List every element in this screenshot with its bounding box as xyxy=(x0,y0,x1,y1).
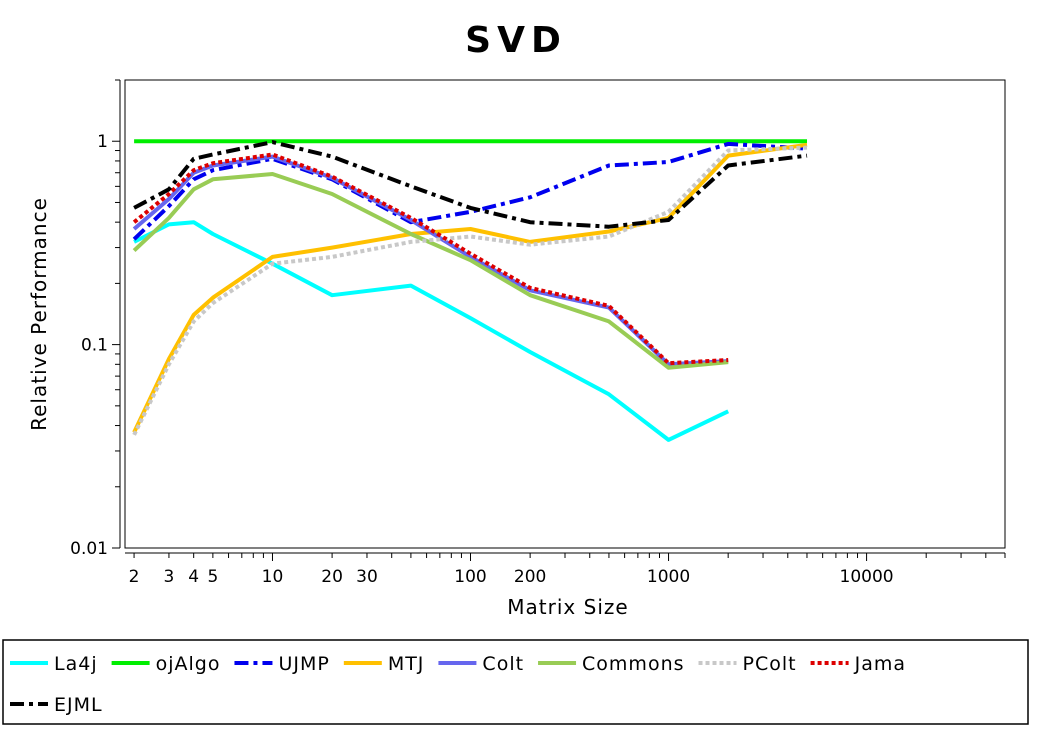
series-line-ejml xyxy=(133,140,808,229)
legend-item-commons: Commons xyxy=(538,653,684,675)
x-tick-label: 2 xyxy=(129,567,140,587)
legend-item-ojalgo: ojAlgo xyxy=(111,653,221,675)
legend-label: Commons xyxy=(582,653,684,675)
y-tick-label: 1 xyxy=(97,132,108,152)
y-tick-label: 0.01 xyxy=(70,539,108,559)
x-tick-label: 3 xyxy=(164,567,175,587)
legend-item-la4j: La4j xyxy=(10,653,98,675)
x-tick-label: 30 xyxy=(356,567,378,587)
legend-label: Jama xyxy=(854,653,906,675)
legend-label: UJMP xyxy=(278,653,329,675)
legend-label: Colt xyxy=(482,653,524,675)
y-axis: 1 0.1 0.01 xyxy=(70,79,121,559)
legend-label: EJML xyxy=(54,694,103,716)
plot-area xyxy=(124,79,1006,549)
series-line-jama xyxy=(132,152,729,366)
x-tick-label: 10 xyxy=(262,567,284,587)
chart-title: SVD xyxy=(465,20,567,61)
series-line-commons xyxy=(132,172,729,370)
legend-item-ujmp: UJMP xyxy=(234,653,329,675)
series-line-pcolt xyxy=(132,145,808,436)
legend: La4j ojAlgo UJMP MTJ Colt Commons PColt Jama EJM… xyxy=(10,653,906,716)
legend-label: PColt xyxy=(743,653,797,675)
x-tick-label: 5 xyxy=(207,567,218,587)
legend-item-colt: Colt xyxy=(438,653,524,675)
series-line-la4j xyxy=(133,220,730,442)
x-tick-label: 4 xyxy=(188,567,199,587)
legend-label: MTJ xyxy=(388,653,425,675)
y-tick-label: 0.1 xyxy=(81,336,108,356)
legend-item-mtj: MTJ xyxy=(343,653,425,675)
x-axis: 2 3 4 5 10 20 30 100 200 1000 10000 xyxy=(125,552,1006,587)
x-tick-label: 200 xyxy=(514,567,546,587)
series-layer xyxy=(132,139,808,442)
legend-label: La4j xyxy=(54,653,98,675)
x-tick-label: 10000 xyxy=(840,567,894,587)
x-axis-label: Matrix Size xyxy=(507,595,628,619)
x-tick-label: 20 xyxy=(321,567,343,587)
legend-item-pcolt: PColt xyxy=(698,653,797,675)
legend-item-ejml: EJML xyxy=(10,694,103,716)
x-tick-label: 100 xyxy=(454,567,486,587)
y-axis-label: Relative Performance xyxy=(27,197,51,431)
x-tick-label: 1000 xyxy=(647,567,690,587)
legend-label: ojAlgo xyxy=(156,653,221,675)
legend-item-jama: Jama xyxy=(810,653,906,675)
legend-box xyxy=(2,639,1029,725)
